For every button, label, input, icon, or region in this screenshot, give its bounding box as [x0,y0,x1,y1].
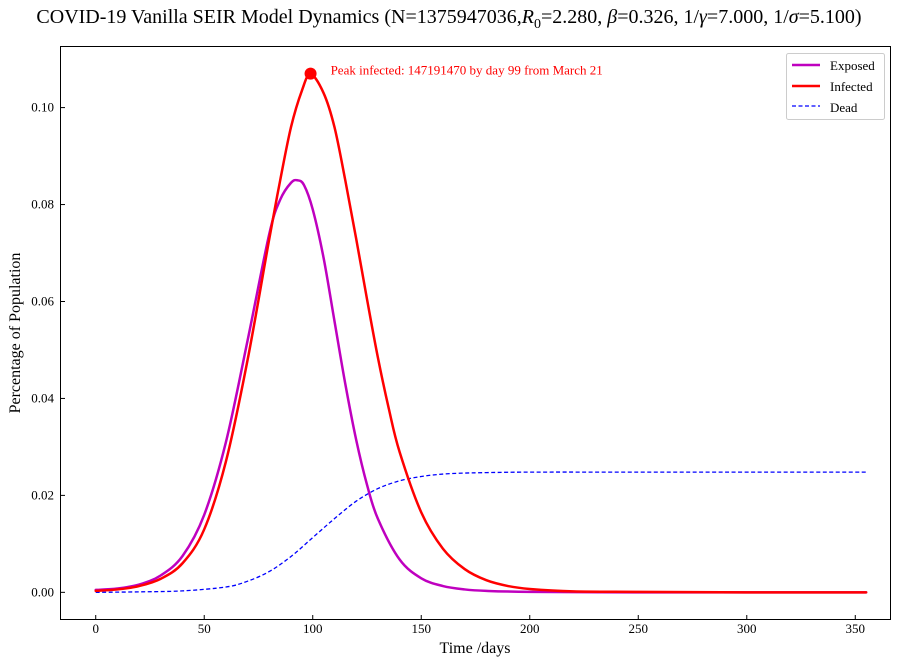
y-tick-label: 0.04 [31,390,54,405]
title-sigma-value: =5.100) [799,6,862,28]
y-tick-label: 0.06 [31,293,54,308]
title-beta-symbol: β [606,6,617,28]
series-line-exposed [94,178,868,594]
title-r-value: =2.280, [541,6,607,28]
series-line-dead [95,471,867,593]
legend-box [786,53,885,120]
title-gamma-value: =7.000, 1/ [707,6,789,28]
plot-frame [60,46,891,620]
y-tick-label: 0.00 [31,584,54,599]
x-tick-label: 0 [92,621,99,636]
legend-label-dead: Dead [830,100,858,115]
x-axis-ticks: 0 50 100 150 200 250 300 350 [92,615,865,636]
title-prefix: COVID-19 Vanilla SEIR Model Dynamics (N=… [36,6,521,28]
chart-title: COVID-19 Vanilla SEIR Model Dynamics (N=… [36,6,861,32]
legend: Exposed Infected Dead [786,53,885,120]
x-axis-label: Time /days [440,640,511,657]
x-tick-label: 150 [411,621,431,636]
x-tick-label: 350 [846,621,866,636]
y-axis-ticks: 0.00 0.02 0.04 0.06 0.08 0.10 [31,100,65,599]
title-sigma-symbol: σ [789,6,800,28]
x-tick-label: 100 [303,621,323,636]
y-tick-label: 0.10 [31,100,54,115]
series-layer [94,72,868,594]
peak-label: Peak infected: 147191470 by day 99 from … [331,63,603,78]
title-beta-value: =0.326, 1/ [617,6,699,28]
y-tick-label: 0.08 [31,197,54,212]
peak-marker [304,67,317,80]
x-tick-label: 200 [520,621,540,636]
x-tick-label: 300 [737,621,757,636]
title-gamma-symbol: γ [699,6,708,28]
title-r-sub: 0 [534,17,541,32]
y-tick-label: 0.02 [31,487,54,502]
legend-label-exposed: Exposed [830,58,875,73]
peak-annotation: Peak infected: 147191470 by day 99 from … [304,63,603,80]
x-tick-label: 250 [629,621,649,636]
title-r-symbol: R [521,6,534,28]
x-tick-label: 50 [198,621,211,636]
legend-label-infected: Infected [830,79,873,94]
series-line-infected [94,72,868,594]
y-axis-label: Percentage of Population [7,253,24,414]
